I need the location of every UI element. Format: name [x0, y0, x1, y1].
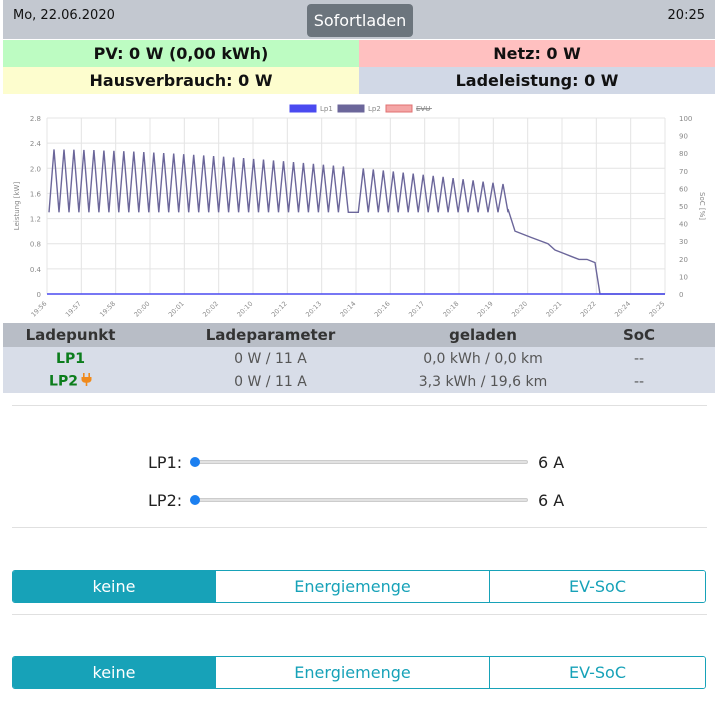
lp2-geladen: 3,3 kWh / 19,6 km — [403, 374, 563, 390]
series-line-lp2 — [49, 149, 665, 294]
table-header-row: Ladepunkt Ladeparameter geladen SoC — [3, 323, 715, 347]
mode-keine-button[interactable]: keine — [13, 571, 216, 602]
divider — [12, 405, 707, 406]
table-row: LP1 0 W / 11 A 0,0 kWh / 0,0 km -- — [3, 347, 715, 370]
y-tick-label: 0.4 — [30, 266, 42, 274]
lp1-limit-mode-group: keine Energiemenge EV-SoC — [12, 570, 706, 603]
power-chart: 0 0.4 0.8 1.2 1.6 2.0 2.4 2.8 0 10 20 30 40 50 60 70 80 9… — [3, 96, 715, 322]
charge-mode-button[interactable]: Sofortladen — [307, 4, 413, 37]
lp1-current-slider-row: LP1: 6 A — [148, 452, 564, 472]
date-label: Mo, 22.06.2020 — [13, 8, 115, 23]
legend-swatch — [338, 105, 364, 112]
y-tick-label: 0.8 — [30, 241, 41, 249]
lp2-param: 0 W / 11 A — [138, 374, 403, 390]
legend-swatch — [290, 105, 316, 112]
x-tick-label: 20:19 — [476, 300, 495, 319]
header-geladen: geladen — [403, 326, 563, 344]
legend-label: Lp1 — [320, 105, 333, 113]
lp2-limit-mode-group: keine Energiemenge EV-SoC — [12, 656, 706, 689]
mode-keine-button[interactable]: keine — [13, 657, 216, 688]
lp2-current-slider-row: LP2: 6 A — [148, 490, 564, 510]
table-row: LP2 0 W / 11 A 3,3 kWh / 19,6 km -- — [3, 370, 715, 393]
y2-tick-label: 50 — [679, 203, 688, 211]
x-tick-label: 19:58 — [98, 300, 117, 319]
y-tick-label: 1.6 — [30, 190, 42, 198]
legend-label: EVU — [416, 105, 430, 113]
slider-thumb[interactable] — [190, 457, 200, 467]
chargepoint-table: Ladepunkt Ladeparameter geladen SoC LP1 … — [3, 323, 715, 393]
x-tick-label: 20:18 — [442, 300, 461, 319]
x-tick-label: 20:24 — [613, 300, 632, 319]
y-tick-label: 2.4 — [30, 140, 42, 148]
x-tick-label: 20:25 — [648, 300, 667, 319]
x-tick-label: 20:12 — [270, 300, 289, 319]
header-ladepunkt: Ladepunkt — [3, 326, 138, 344]
lp1-slider-value: 6 A — [538, 453, 564, 472]
divider — [12, 527, 707, 528]
mode-energiemenge-button[interactable]: Energiemenge — [216, 571, 490, 602]
y-tick-label: 1.2 — [30, 216, 41, 224]
header-ladeparameter: Ladeparameter — [138, 326, 403, 344]
y2-tick-label: 60 — [679, 185, 688, 193]
y2-tick-label: 90 — [679, 133, 688, 141]
y2-tick-label: 70 — [679, 168, 688, 176]
lp1-slider-label: LP1: — [148, 453, 188, 472]
x-tick-label: 19:57 — [64, 300, 83, 319]
slider-track — [190, 498, 528, 502]
x-tick-label: 19:56 — [30, 300, 49, 319]
x-tick-label: 20:13 — [304, 300, 323, 319]
hausverbrauch-stat: Hausverbrauch: 0 W — [3, 67, 359, 94]
plug-icon — [81, 373, 92, 390]
lp1-name: LP1 — [56, 351, 85, 367]
x-tick-label: 20:21 — [545, 300, 564, 319]
x-tick-label: 20:02 — [201, 300, 220, 319]
lp1-param: 0 W / 11 A — [138, 351, 403, 367]
x-tick-label: 20:16 — [373, 300, 392, 319]
x-tick-label: 20:20 — [510, 300, 529, 319]
legend-label: Lp2 — [368, 105, 381, 113]
y2-axis-label: SoC [%] — [698, 192, 706, 220]
y2-tick-label: 100 — [679, 115, 692, 123]
slider-track — [190, 460, 528, 464]
mode-ev-soc-button[interactable]: EV-SoC — [490, 657, 705, 688]
lp2-name: LP2 — [49, 374, 78, 390]
header-soc: SoC — [563, 326, 715, 344]
y-tick-label: 2.8 — [30, 115, 41, 123]
lp2-slider-value: 6 A — [538, 491, 564, 510]
y2-tick-label: 30 — [679, 238, 688, 246]
lp1-geladen: 0,0 kWh / 0,0 km — [403, 351, 563, 367]
x-tick-label: 20:00 — [133, 300, 152, 319]
lp1-soc: -- — [563, 351, 715, 367]
x-tick-label: 20:22 — [579, 300, 598, 319]
x-tick-label: 20:14 — [339, 300, 358, 319]
lp2-current-slider[interactable] — [190, 492, 528, 508]
y2-tick-label: 10 — [679, 273, 688, 281]
y2-tick-label: 0 — [679, 291, 683, 299]
legend-swatch — [386, 105, 412, 112]
x-tick-label: 20:01 — [167, 300, 186, 319]
lp2-soc: -- — [563, 374, 715, 390]
y2-tick-label: 20 — [679, 256, 688, 264]
netz-stat: Netz: 0 W — [359, 40, 715, 67]
y-tick-label: 2.0 — [30, 165, 41, 173]
time-label: 20:25 — [668, 8, 705, 23]
y2-tick-label: 80 — [679, 150, 688, 158]
lp1-current-slider[interactable] — [190, 454, 528, 470]
pv-stat: PV: 0 W (0,00 kWh) — [3, 40, 359, 67]
ladeleistung-stat: Ladeleistung: 0 W — [359, 67, 715, 94]
mode-ev-soc-button[interactable]: EV-SoC — [490, 571, 705, 602]
divider — [12, 614, 707, 615]
power-chart-svg: 0 0.4 0.8 1.2 1.6 2.0 2.4 2.8 0 10 20 30 40 50 60 70 80 9… — [3, 96, 715, 322]
y2-tick-label: 40 — [679, 221, 688, 229]
lp2-slider-label: LP2: — [148, 491, 188, 510]
x-tick-label: 20:10 — [236, 300, 255, 319]
y-tick-label: 0 — [37, 291, 41, 299]
header-bar: Mo, 22.06.2020 Sofortladen 20:25 — [3, 0, 715, 39]
slider-thumb[interactable] — [190, 495, 200, 505]
x-tick-label: 20:17 — [407, 300, 426, 319]
mode-energiemenge-button[interactable]: Energiemenge — [216, 657, 490, 688]
y-axis-label: Leistung [kW] — [13, 182, 21, 231]
